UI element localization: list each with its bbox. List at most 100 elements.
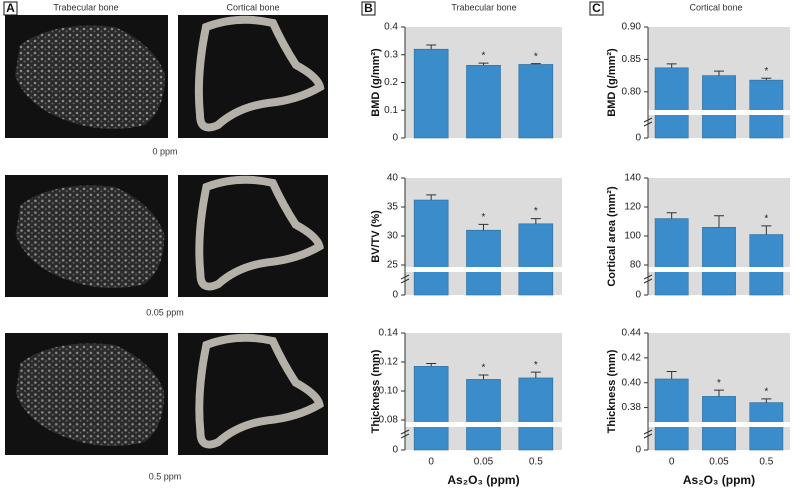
y-tick-label: 0.14	[379, 328, 399, 339]
y-tick-label: 0.4	[384, 22, 398, 33]
error-bar	[530, 371, 541, 378]
error-bar	[478, 62, 489, 66]
y-tick-label: 0	[392, 290, 398, 301]
bar	[654, 67, 689, 139]
significance-marker: *	[482, 212, 486, 223]
x-tick-label: 0.05	[474, 457, 494, 468]
y-axis-label: BMD (g/mm²)	[606, 48, 618, 117]
column-title: Trabecular bone	[53, 2, 118, 12]
y-tick-label: 0	[635, 290, 641, 301]
row-label: 0.05 ppm	[146, 307, 184, 317]
panel-title: Cortical bone	[689, 2, 742, 12]
bar	[466, 379, 501, 451]
y-tick-label: 0.10	[379, 386, 399, 397]
row-label: 0 ppm	[152, 146, 177, 156]
y-tick-label: 0.2	[384, 77, 398, 88]
y-tick-label: 80	[630, 260, 642, 271]
axis-break-gap	[644, 422, 790, 427]
significance-marker: *	[764, 387, 768, 398]
bar	[413, 199, 449, 296]
panel-label-box	[589, 1, 604, 16]
y-tick-label: 0.38	[622, 402, 642, 413]
y-tick-label: 40	[387, 173, 399, 184]
error-bar	[761, 77, 772, 81]
y-tick-label: 140	[624, 173, 641, 184]
y-tick-label: 30	[387, 231, 399, 242]
bar	[749, 79, 784, 139]
x-tick-label: 0	[669, 457, 675, 468]
y-tick-label: 0.85	[622, 54, 642, 65]
bar	[413, 366, 449, 451]
images-row	[5, 15, 328, 138]
x-tick-label: 0.05	[709, 457, 729, 468]
panel-label-box	[361, 1, 376, 16]
axis-break-gap	[401, 267, 562, 272]
y-tick-label: 0.90	[622, 22, 642, 33]
y-tick-label: 0	[392, 445, 398, 456]
axis-break-gap	[401, 422, 562, 427]
y-tick-label: 25	[387, 260, 399, 271]
error-bar	[426, 362, 437, 367]
significance-marker: *	[482, 363, 486, 374]
significance-marker: *	[534, 206, 538, 217]
error-bar	[666, 212, 677, 219]
error-bar	[714, 215, 724, 228]
error-bar	[426, 194, 437, 201]
bar	[466, 64, 501, 139]
x-axis-label: As₂O₃ (ppm)	[447, 473, 519, 487]
significance-marker: *	[764, 213, 768, 224]
images-row	[5, 175, 328, 297]
row-label: 0.5 ppm	[149, 471, 182, 481]
error-bar	[478, 223, 489, 231]
y-tick-label: 100	[624, 231, 641, 242]
error-bar	[666, 371, 677, 379]
panel-label: C	[592, 1, 601, 15]
bar	[654, 378, 689, 451]
error-bar	[761, 398, 772, 403]
y-tick-label: 35	[387, 202, 399, 213]
bar	[466, 229, 501, 296]
y-tick-label: 0.44	[622, 328, 642, 339]
bar	[518, 377, 554, 451]
y-tick-label: 0.12	[379, 357, 399, 368]
axis-break-gap	[644, 110, 790, 115]
panel-label: A	[6, 1, 15, 15]
axis-break-gap	[644, 267, 790, 272]
y-tick-label: 0	[635, 133, 641, 144]
y-axis-label: Thickness (mm)	[370, 349, 382, 433]
y-tick-label: 0.3	[384, 49, 398, 60]
y-tick-label: 0.1	[384, 105, 398, 116]
significance-marker: *	[764, 66, 768, 77]
y-tick-label: 0	[635, 445, 641, 456]
y-axis-label: BV/TV (%)	[370, 210, 382, 263]
significance-marker: *	[534, 360, 538, 371]
error-bar	[666, 63, 677, 68]
error-bar	[761, 225, 772, 235]
x-axis-label: As₂O₃ (ppm)	[683, 473, 755, 487]
x-tick-label: 0.5	[759, 457, 773, 468]
bar	[702, 227, 736, 296]
y-tick-label: 120	[624, 202, 641, 213]
y-tick-label: 0.80	[622, 86, 642, 97]
column-title: Cortical bone	[226, 2, 279, 12]
y-tick-label: 0.42	[622, 352, 642, 363]
y-tick-label: 0.08	[379, 415, 399, 426]
bar	[702, 75, 736, 139]
error-bar	[714, 389, 724, 397]
bar	[518, 223, 554, 296]
error-bar	[478, 374, 489, 380]
error-bar	[530, 218, 541, 224]
y-axis-label: Cortical area (mm²)	[606, 186, 618, 287]
bar	[654, 218, 689, 296]
error-bar	[714, 70, 724, 76]
bar	[749, 234, 784, 296]
images-row	[5, 333, 328, 455]
y-tick-label: 0.40	[622, 377, 642, 388]
y-tick-label: 0	[392, 133, 398, 144]
bar	[518, 64, 554, 139]
significance-marker: *	[482, 51, 486, 62]
error-bar	[530, 63, 541, 65]
x-tick-label: 0.5	[529, 457, 543, 468]
significance-marker: *	[717, 378, 721, 389]
